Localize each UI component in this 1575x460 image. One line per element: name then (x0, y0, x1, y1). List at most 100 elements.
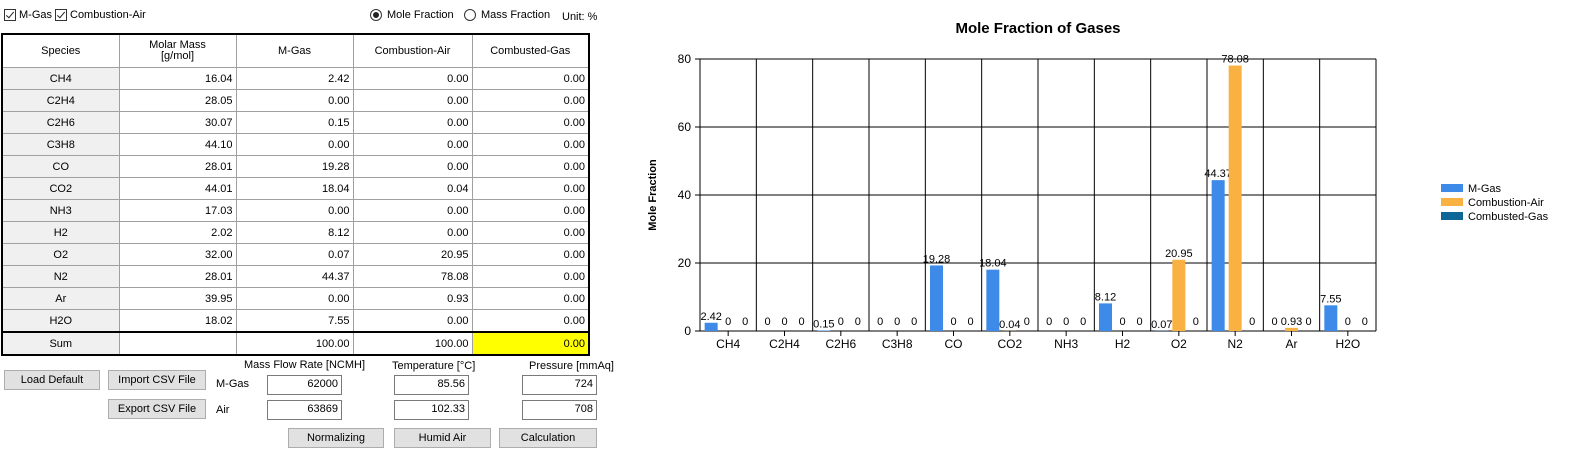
table-row: CO 28.01 19.28 0.00 0.00 (1, 155, 590, 178)
cell-molar_mass[interactable]: 2.02 (118, 221, 237, 244)
cell-combusted[interactable]: 0.00 (471, 111, 590, 134)
chart-bar-m-gas (1099, 303, 1112, 331)
chart-x-tick-label: NH3 (1054, 337, 1078, 351)
radio-unselected-icon[interactable] (464, 9, 476, 21)
cell-molar_mass[interactable] (118, 331, 237, 356)
cell-mgas[interactable]: 0.00 (235, 287, 354, 310)
chart-title: Mole Fraction of Gases (955, 20, 1120, 37)
chart-data-label: 0 (1271, 316, 1277, 328)
mgas-temperature-input[interactable]: 85.56 (394, 375, 469, 395)
normalizing-button[interactable]: Normalizing (288, 428, 384, 448)
chart-bar-m-gas (1211, 180, 1225, 331)
cell-mgas[interactable]: 0.00 (235, 89, 354, 112)
cell-mgas[interactable]: 2.42 (235, 67, 354, 90)
cell-air[interactable]: 0.00 (352, 155, 473, 178)
cell-combusted[interactable]: 0.00 (471, 67, 590, 90)
chart-data-label: 0.04 (999, 319, 1020, 331)
cell-air[interactable]: 0.00 (352, 67, 473, 90)
cell-species: O2 (1, 243, 120, 266)
cell-molar_mass[interactable]: 18.02 (118, 309, 237, 333)
import-csv-button[interactable]: Import CSV File (108, 370, 206, 390)
table-row: H2O 18.02 7.55 0.00 0.00 (1, 309, 590, 333)
cell-combusted[interactable]: 0.00 (471, 177, 590, 200)
cell-molar_mass[interactable]: 16.04 (118, 67, 237, 90)
cell-mgas[interactable]: 18.04 (235, 177, 354, 200)
cell-molar_mass[interactable]: 28.05 (118, 89, 237, 112)
chart-data-label: 78.08 (1221, 54, 1249, 66)
cell-mgas[interactable]: 0.07 (235, 243, 354, 266)
cell-species: C2H6 (1, 111, 120, 134)
chart-data-label: 0 (894, 316, 900, 328)
export-csv-button[interactable]: Export CSV File (108, 399, 206, 419)
chart-data-label: 44.37 (1204, 168, 1232, 180)
cell-combusted[interactable]: 0.00 (471, 287, 590, 310)
cell-molar_mass[interactable]: 32.00 (118, 243, 237, 266)
cell-air[interactable]: 78.08 (352, 265, 473, 288)
cell-combusted[interactable]: 0.00 (471, 265, 590, 288)
combustion-air-checkbox[interactable]: Combustion-Air (55, 9, 146, 21)
cell-air[interactable]: 0.00 (352, 199, 473, 222)
calculation-button[interactable]: Calculation (499, 428, 597, 448)
cell-air[interactable]: 0.93 (352, 287, 473, 310)
cell-mgas[interactable]: 19.28 (235, 155, 354, 178)
cell-combusted[interactable]: 0.00 (471, 331, 590, 356)
cell-molar_mass[interactable]: 44.01 (118, 177, 237, 200)
mole-fraction-radio[interactable]: Mole Fraction (370, 9, 454, 21)
chart-data-label: 0 (798, 316, 804, 328)
radio-selected-icon[interactable] (370, 9, 382, 21)
air-flow-input[interactable]: 63869 (267, 400, 342, 420)
humid-air-button[interactable]: Humid Air (394, 428, 491, 448)
cell-mgas[interactable]: 100.00 (235, 331, 354, 356)
cell-molar_mass[interactable]: 30.07 (118, 111, 237, 134)
cell-air[interactable]: 100.00 (352, 331, 473, 356)
cell-molar_mass[interactable]: 17.03 (118, 199, 237, 222)
cell-combusted[interactable]: 0.00 (471, 221, 590, 244)
cell-mgas[interactable]: 0.00 (235, 199, 354, 222)
cell-molar_mass[interactable]: 44.10 (118, 133, 237, 156)
cell-air[interactable]: 20.95 (352, 243, 473, 266)
cell-combusted[interactable]: 0.00 (471, 89, 590, 112)
cell-combusted[interactable]: 0.00 (471, 309, 590, 333)
cell-combusted[interactable]: 0.00 (471, 243, 590, 266)
cell-mgas[interactable]: 0.15 (235, 111, 354, 134)
cell-combusted[interactable]: 0.00 (471, 155, 590, 178)
checkbox-checked-icon[interactable] (4, 9, 16, 21)
load-default-button[interactable]: Load Default (4, 370, 100, 390)
cell-air[interactable]: 0.00 (352, 221, 473, 244)
chart-data-label: 0 (725, 316, 731, 328)
cell-combusted[interactable]: 0.00 (471, 199, 590, 222)
cell-combusted[interactable]: 0.00 (471, 133, 590, 156)
mgas-checkbox[interactable]: M-Gas (4, 9, 52, 21)
cell-mgas[interactable]: 7.55 (235, 309, 354, 333)
cell-molar_mass[interactable]: 39.95 (118, 287, 237, 310)
chart-data-label: 0 (1024, 316, 1030, 328)
unit-label: Unit: % (562, 11, 598, 23)
cell-air[interactable]: 0.00 (352, 133, 473, 156)
chart-x-tick-label: H2O (1335, 337, 1360, 351)
checkbox-checked-icon[interactable] (55, 9, 67, 21)
table-row: CH4 16.04 2.42 0.00 0.00 (1, 67, 590, 90)
cell-mgas[interactable]: 8.12 (235, 221, 354, 244)
cell-air[interactable]: 0.04 (352, 177, 473, 200)
header-species: Species (1, 33, 120, 68)
chart-data-label: 0.15 (813, 318, 834, 330)
chart-x-tick-label: O2 (1171, 337, 1187, 351)
mass-fraction-radio[interactable]: Mass Fraction (464, 9, 550, 21)
cell-air[interactable]: 0.00 (352, 89, 473, 112)
table-row: N2 28.01 44.37 78.08 0.00 (1, 265, 590, 288)
cell-molar_mass[interactable]: 28.01 (118, 155, 237, 178)
cell-air[interactable]: 0.00 (352, 309, 473, 333)
air-pressure-input[interactable]: 708 (522, 400, 597, 420)
air-temperature-input[interactable]: 102.33 (394, 400, 469, 420)
cell-molar_mass[interactable]: 28.01 (118, 265, 237, 288)
cell-air[interactable]: 0.00 (352, 111, 473, 134)
cell-mgas[interactable]: 44.37 (235, 265, 354, 288)
cell-mgas[interactable]: 0.00 (235, 133, 354, 156)
chart-data-label: 0 (1193, 316, 1199, 328)
chart-legend-label: Combustion-Air (1468, 197, 1544, 209)
chart-data-label: 0 (1119, 316, 1125, 328)
header-molar-mass: Molar Mass [g/mol] (118, 33, 237, 68)
mgas-flow-input[interactable]: 62000 (267, 375, 342, 395)
pressure-header: Pressure [mmAq] (529, 360, 614, 372)
mgas-pressure-input[interactable]: 724 (522, 375, 597, 395)
